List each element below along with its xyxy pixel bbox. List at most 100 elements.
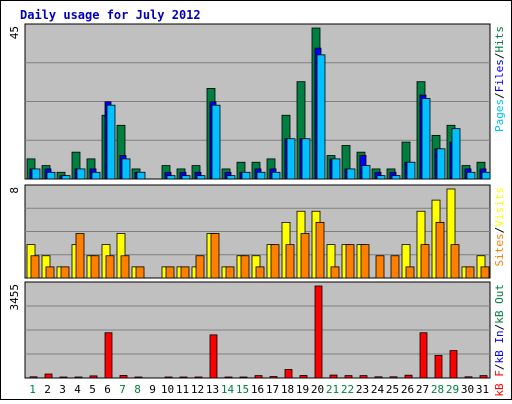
- panel-visits-sites: 8 Sites/Visits: [8, 184, 506, 279]
- bar-sites-day-5: [90, 255, 100, 279]
- bar-pages-day-21: [331, 158, 341, 180]
- bar-pages-day-2: [46, 171, 56, 180]
- day-label: 19: [296, 383, 309, 396]
- bar-kb-f-day-21: [329, 374, 338, 379]
- bar-pages-day-29: [451, 128, 461, 180]
- bar-sites-day-18: [285, 244, 295, 279]
- bar-pages-day-6: [106, 104, 116, 180]
- bar-kb-f-day-22: [344, 375, 353, 379]
- bar-kb-f-day-2: [44, 373, 53, 379]
- legend-entry: /: [493, 92, 506, 99]
- bar-sites-day-1: [30, 255, 40, 279]
- bar-pages-day-23: [361, 165, 371, 180]
- day-label: 20: [311, 383, 324, 396]
- day-label: 29: [446, 383, 459, 396]
- bar-kb-f-day-8: [134, 376, 143, 379]
- bar-sites-day-26: [405, 266, 415, 279]
- bar-sites-day-2: [45, 266, 55, 279]
- legend-entry: /: [493, 53, 506, 60]
- bar-kb-f-day-5: [89, 375, 98, 379]
- legend-entry: kB F: [493, 370, 506, 397]
- day-labels: 1 2 3 4 5 6 7 8 9 10 11 12 13 14 15 16 17 18 19 20 21 22 23 24 2…: [29, 383, 489, 396]
- day-label: 2: [44, 383, 51, 396]
- bar-kb-f-day-12: [194, 376, 203, 379]
- bar-kb-f-day-3: [59, 376, 68, 379]
- bar-sites-day-30: [465, 266, 475, 279]
- bar-kb-f-day-27: [419, 332, 428, 379]
- bar-sites-day-25: [390, 255, 400, 279]
- bar-kb-f-day-17: [269, 376, 278, 379]
- bar-kb-f-day-1: [29, 376, 38, 379]
- bar-sites-day-16: [255, 266, 265, 279]
- bar-kb-f-day-15: [239, 376, 248, 379]
- legend-entry: /: [493, 324, 506, 331]
- bar-kb-f-day-28: [434, 354, 443, 379]
- chart-title: Daily usage for July 2012: [20, 8, 201, 22]
- bar-pages-day-22: [346, 168, 356, 180]
- day-label: 28: [431, 383, 444, 396]
- day-label: 16: [251, 383, 264, 396]
- bar-sites-day-22: [345, 244, 355, 279]
- bar-sites-day-14: [225, 266, 235, 279]
- bar-pages-day-20: [316, 54, 326, 180]
- bar-pages-day-13: [211, 104, 221, 180]
- bar-kb-f-day-25: [389, 376, 398, 379]
- bar-sites-day-23: [360, 244, 370, 279]
- panel-max-label: 3455: [8, 284, 21, 311]
- bar-pages-day-31: [481, 171, 491, 180]
- day-label: 4: [74, 383, 81, 396]
- bar-sites-day-4: [75, 233, 85, 279]
- day-label: 10: [161, 383, 174, 396]
- bar-sites-day-12: [195, 255, 205, 279]
- bar-kb-f-day-26: [404, 374, 413, 379]
- bar-pages-day-17: [271, 171, 281, 180]
- bar-sites-day-6: [105, 255, 115, 279]
- bar-kb-f-day-11: [179, 376, 188, 379]
- bar-sites-day-17: [270, 244, 280, 279]
- day-label: 30: [461, 383, 474, 396]
- bar-sites-day-10: [165, 266, 175, 279]
- legend-entry: kB In: [493, 330, 506, 363]
- bar-pages-day-24: [376, 175, 386, 180]
- bar-sites-day-3: [60, 266, 70, 279]
- bar-kb-f-day-13: [209, 334, 218, 379]
- day-label: 8: [134, 383, 141, 396]
- day-label: 13: [206, 383, 219, 396]
- day-label: 15: [236, 383, 249, 396]
- bar-pages-day-5: [91, 171, 101, 180]
- bar-pages-day-10: [166, 175, 176, 180]
- bar-kb-f-day-4: [74, 376, 83, 379]
- day-label: 6: [104, 383, 111, 396]
- bar-sites-day-31: [480, 266, 490, 279]
- bar-pages-day-12: [196, 175, 206, 180]
- bar-kb-f-day-19: [299, 375, 308, 379]
- bar-sites-day-21: [330, 266, 340, 279]
- panel-legend: kB F/kB In/kB Out: [493, 284, 506, 397]
- bar-kb-f-day-30: [464, 376, 473, 379]
- bar-kb-f-day-14: [224, 376, 233, 379]
- legend-entry: Sites: [493, 233, 506, 266]
- day-label: 11: [176, 383, 189, 396]
- bar-sites-day-20: [315, 221, 325, 279]
- bar-kb-f-day-16: [254, 375, 263, 379]
- day-label: 22: [341, 383, 354, 396]
- bar-pages-day-7: [121, 158, 131, 180]
- bar-sites-day-28: [435, 221, 445, 279]
- day-label: 21: [326, 383, 339, 396]
- day-label: 27: [416, 383, 429, 396]
- bar-pages-day-15: [241, 171, 251, 180]
- day-label: 31: [476, 383, 489, 396]
- bar-sites-day-15: [240, 255, 250, 279]
- legend-entry: Files: [493, 59, 506, 92]
- bar-kb-f-day-7: [119, 375, 128, 379]
- bar-pages-day-28: [436, 148, 446, 180]
- bar-sites-day-27: [420, 244, 430, 279]
- day-label: 14: [221, 383, 235, 396]
- bar-sites-day-11: [180, 266, 190, 279]
- bar-pages-day-26: [406, 161, 416, 180]
- day-label: 7: [119, 383, 126, 396]
